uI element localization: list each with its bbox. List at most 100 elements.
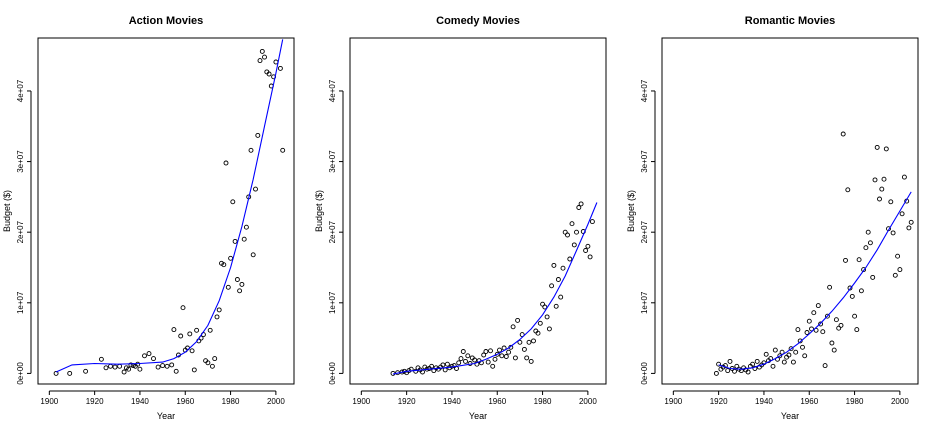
romantic-data-point — [824, 313, 830, 319]
comedy-data-point — [497, 347, 502, 353]
romantic-data-point — [847, 285, 853, 291]
comedy-data-point — [517, 339, 523, 345]
comedy-data-point — [521, 346, 527, 352]
romantic-data-point — [788, 346, 794, 352]
comedy-data-point — [571, 242, 577, 248]
romantic-data-point — [840, 131, 846, 137]
comedy-data-layer — [390, 201, 598, 376]
action-data-point — [225, 284, 231, 290]
comedy-data-point — [490, 363, 496, 369]
romantic-data-point — [763, 351, 769, 357]
action-data-point — [142, 353, 147, 359]
romantic-data-point — [881, 176, 887, 182]
comedy-data-point — [512, 355, 518, 361]
comedy-data-point — [551, 262, 557, 268]
action-data-point — [234, 277, 240, 282]
comedy-data-point — [535, 330, 541, 336]
action-plot-frame — [37, 37, 295, 385]
action-data-point — [164, 363, 170, 369]
action-data-point — [191, 367, 197, 373]
action-data-point — [137, 366, 143, 372]
romantic-data-point — [781, 359, 787, 365]
romantic-data-point — [883, 146, 889, 152]
action-data-point — [151, 356, 156, 362]
comedy-data-point — [460, 349, 466, 354]
comedy-x-tick-label: 1980 — [534, 397, 552, 406]
action-data-point — [237, 288, 243, 294]
action-data-point — [169, 362, 175, 368]
action-data-point — [189, 348, 195, 354]
action-data-point — [187, 331, 193, 337]
romantic-data-point — [815, 303, 821, 309]
comedy-data-point — [442, 367, 448, 373]
comedy-data-point — [506, 349, 512, 355]
romantic-data-point — [845, 187, 851, 193]
action-trend-line — [55, 39, 284, 373]
romantic-data-point — [908, 219, 914, 225]
action-data-point — [128, 362, 134, 368]
comedy-data-point — [485, 359, 491, 365]
comedy-data-point — [560, 265, 566, 271]
action-y-tick-label: 3e+07 — [16, 150, 25, 173]
comedy-y-tick-label: 2e+07 — [328, 220, 337, 243]
action-data-point — [108, 363, 113, 369]
romantic-data-point — [716, 361, 722, 367]
comedy-data-point — [531, 338, 536, 344]
comedy-data-point — [429, 363, 435, 369]
comedy-data-point — [488, 348, 493, 354]
romantic-data-point — [750, 361, 756, 367]
romantic-data-point — [897, 267, 903, 273]
action-data-point — [273, 59, 279, 65]
romantic-data-point — [888, 199, 894, 205]
action-data-point — [250, 252, 256, 258]
comedy-y-axis-label: Budget ($) — [314, 190, 324, 232]
action-data-point — [253, 186, 258, 192]
action-data-point — [262, 54, 267, 60]
romantic-data-point — [772, 347, 778, 353]
romantic-data-point — [793, 349, 799, 355]
action-data-point — [212, 356, 218, 362]
comedy-data-point — [458, 356, 464, 362]
action-data-point — [266, 71, 272, 77]
action-data-point — [239, 281, 245, 287]
comedy-data-point — [583, 248, 589, 253]
romantic-data-point — [874, 144, 880, 150]
romantic-data-point — [838, 322, 844, 328]
romantic-x-tick-label: 1960 — [800, 397, 818, 406]
romantic-y-tick-label: 3e+07 — [640, 150, 649, 173]
romantic-data-point — [770, 363, 776, 369]
comedy-data-point — [515, 317, 521, 323]
action-data-point — [117, 363, 123, 369]
action-data-point — [126, 366, 132, 372]
romantic-data-layer — [713, 131, 914, 376]
action-data-point — [243, 224, 249, 230]
romantic-data-point — [727, 358, 733, 364]
romantic-data-point — [813, 327, 819, 333]
action-data-point — [103, 365, 109, 371]
comedy-data-point — [587, 254, 593, 260]
action-data-point — [207, 327, 213, 333]
romantic-data-point — [811, 310, 817, 316]
action-data-point — [98, 356, 104, 362]
romantic-data-point — [879, 186, 885, 192]
action-y-tick-label: 4e+07 — [16, 79, 25, 102]
romantic-x-tick-label: 2000 — [891, 397, 909, 406]
romantic-x-tick-label: 1940 — [755, 397, 773, 406]
romantic-data-point — [831, 347, 837, 353]
comedy-data-point — [589, 219, 595, 225]
action-data-point — [280, 147, 286, 153]
comedy-movies-panel: Comedy Movies 1900 1920 1940 1960 1980 2000 Yea… — [314, 15, 607, 421]
action-data-point — [241, 236, 247, 242]
action-movies-panel: Action Movies 1900 1920 1940 1960 1980 2000 Yea… — [2, 15, 295, 421]
action-y-axis-label: Budget ($) — [2, 190, 12, 232]
comedy-data-point — [510, 324, 516, 330]
romantic-data-point — [849, 293, 855, 299]
comedy-y-tick-label: 0e+00 — [328, 362, 337, 385]
comedy-x-tick-label: 2000 — [579, 397, 597, 406]
comedy-data-point — [451, 363, 457, 369]
romantic-data-point — [732, 368, 737, 374]
romantic-data-point — [818, 321, 824, 327]
action-data-point — [194, 327, 200, 333]
comedy-data-point — [576, 205, 582, 210]
